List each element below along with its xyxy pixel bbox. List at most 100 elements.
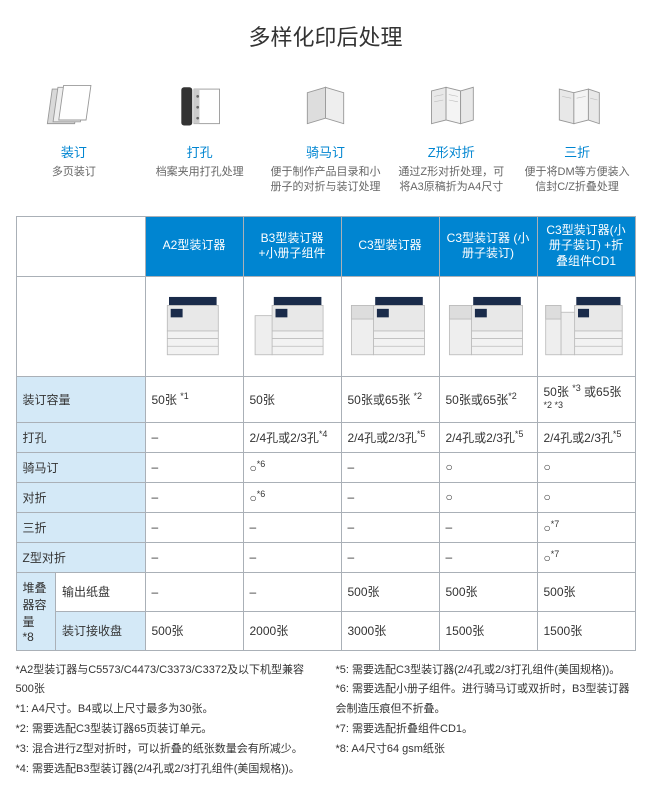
cell: –: [439, 512, 537, 542]
feature-zfold: Z形对折 通过Z形对折处理，可将A3原稿折为A4尺寸: [394, 77, 509, 196]
feature-label: Z形对折: [428, 142, 475, 161]
cell: 2/4孔或2/3孔*5: [537, 422, 635, 452]
printer-cell: [145, 276, 243, 376]
cell: –: [145, 542, 243, 572]
cell: 50张或65张 *2: [341, 376, 439, 422]
table-row: 装订接收盘 500张 2000张 3000张 1500张 1500张: [16, 611, 635, 650]
table-row: 对折 – ○*6 – ○ ○: [16, 482, 635, 512]
feature-desc: 通过Z形对折处理，可将A3原稿折为A4尺寸: [394, 165, 509, 196]
table-header-row: A2型装订器 B3型装订器 +小册子组件 C3型装订器 C3型装订器 (小册子装…: [16, 216, 635, 276]
cell: 2/4孔或2/3孔*5: [341, 422, 439, 452]
cell: –: [243, 572, 341, 611]
trifold-icon: [547, 77, 607, 132]
footnote: *6: 需要选配小册子组件。进行骑马订或双折时，B3型装订器会制造压痕但不折叠。: [336, 680, 636, 720]
cell: –: [243, 542, 341, 572]
table-row: 三折 – – – – ○*7: [16, 512, 635, 542]
feature-label: 骑马订: [306, 142, 345, 161]
cell: 50张 *1: [145, 376, 243, 422]
cell: 500张: [537, 572, 635, 611]
table-row: 装订容量 50张 *1 50张 50张或65张 *2 50张或65张*2 50张…: [16, 376, 635, 422]
zfold-icon: [421, 77, 481, 132]
col-header: C3型装订器: [341, 216, 439, 276]
cell: ○*6: [243, 452, 341, 482]
footnote: *2: 需要选配C3型装订器65页装订单元。: [16, 720, 316, 740]
cell: –: [439, 542, 537, 572]
cell: –: [145, 422, 243, 452]
feature-saddle: 骑马订 便于制作产品目录和小册子的对折与装订处理: [268, 77, 383, 196]
footnote: *7: 需要选配折叠组件CD1。: [336, 720, 636, 740]
cell: –: [145, 512, 243, 542]
printer-cell: [243, 276, 341, 376]
feature-label: 装订: [61, 142, 87, 161]
printer-cell: [537, 276, 635, 376]
feature-punch: 打孔 档案夹用打孔处理: [142, 77, 257, 196]
footnote: *A2型装订器与C5573/C4473/C3373/C3372及以下机型兼容50…: [16, 661, 316, 701]
col-header: C3型装订器 (小册子装订): [439, 216, 537, 276]
row-group-label: 堆叠器容量 *8: [16, 572, 55, 650]
feature-desc: 便于制作产品目录和小册子的对折与装订处理: [268, 165, 383, 196]
cell: 50张 *3 或65张 *2 *3: [537, 376, 635, 422]
footnote-col-right: *5: 需要选配C3型装订器(2/4孔或2/3打孔组件(美国规格))。 *6: …: [336, 661, 636, 780]
row-label: 打孔: [16, 422, 145, 452]
table-row: 打孔 – 2/4孔或2/3孔*4 2/4孔或2/3孔*5 2/4孔或2/3孔*5…: [16, 422, 635, 452]
footnote: *1: A4尺寸。B4或以上尺寸最多为30张。: [16, 700, 316, 720]
cell: –: [341, 482, 439, 512]
cell: –: [145, 572, 243, 611]
feature-label: 打孔: [187, 142, 213, 161]
table-row: Z型对折 – – – – ○*7: [16, 542, 635, 572]
cell: 1500张: [537, 611, 635, 650]
blank-cell: [16, 276, 145, 376]
header-blank: [16, 216, 145, 276]
staple-icon: [44, 77, 104, 132]
row-label: 对折: [16, 482, 145, 512]
printer-icon: [152, 285, 237, 368]
cell: 2/4孔或2/3孔*5: [439, 422, 537, 452]
feature-row: 装订 多页装订 打孔 档案夹用打孔处理 骑马订 便于制作产品目录和小册子的对折与…: [15, 77, 636, 196]
feature-desc: 档案夹用打孔处理: [156, 165, 244, 180]
row-label: 三折: [16, 512, 145, 542]
cell: ○: [537, 482, 635, 512]
printer-icon: [250, 285, 335, 368]
feature-desc: 便于将DM等方便装入信封C/Z折叠处理: [520, 165, 635, 196]
cell: ○*6: [243, 482, 341, 512]
printer-image-row: [16, 276, 635, 376]
feature-staple: 装订 多页装订: [16, 77, 131, 196]
col-header: C3型装订器(小册子装订) +折叠组件CD1: [537, 216, 635, 276]
cell: 500张: [439, 572, 537, 611]
row-label: 骑马订: [16, 452, 145, 482]
printer-icon: [544, 285, 629, 368]
footnote-col-left: *A2型装订器与C5573/C4473/C3373/C3372及以下机型兼容50…: [16, 661, 316, 780]
cell: ○*7: [537, 512, 635, 542]
cell: –: [243, 512, 341, 542]
cell: 50张或65张*2: [439, 376, 537, 422]
col-header: A2型装订器: [145, 216, 243, 276]
footnote: *8: A4尺寸64 gsm纸张: [336, 740, 636, 760]
footnote: *4: 需要选配B3型装订器(2/4孔或2/3打孔组件(美国规格))。: [16, 760, 316, 780]
cell: 3000张: [341, 611, 439, 650]
cell: 500张: [145, 611, 243, 650]
printer-cell: [341, 276, 439, 376]
cell: ○*7: [537, 542, 635, 572]
punch-icon: [170, 77, 230, 132]
row-sublabel: 装订接收盘: [55, 611, 145, 650]
printer-icon: [446, 285, 531, 368]
cell: –: [145, 452, 243, 482]
cell: ○: [439, 452, 537, 482]
footnote: *5: 需要选配C3型装订器(2/4孔或2/3打孔组件(美国规格))。: [336, 661, 636, 681]
page-title: 多样化印后处理: [15, 20, 636, 52]
cell: 2/4孔或2/3孔*4: [243, 422, 341, 452]
cell: 1500张: [439, 611, 537, 650]
printer-icon: [348, 285, 433, 368]
cell: –: [341, 542, 439, 572]
feature-label: 三折: [564, 142, 590, 161]
spec-table: A2型装订器 B3型装订器 +小册子组件 C3型装订器 C3型装订器 (小册子装…: [16, 216, 636, 651]
cell: –: [341, 452, 439, 482]
cell: 500张: [341, 572, 439, 611]
feature-trifold: 三折 便于将DM等方便装入信封C/Z折叠处理: [520, 77, 635, 196]
cell: 2000张: [243, 611, 341, 650]
cell: ○: [439, 482, 537, 512]
saddle-icon: [295, 77, 355, 132]
table-row: 骑马订 – ○*6 – ○ ○: [16, 452, 635, 482]
cell: ○: [537, 452, 635, 482]
feature-desc: 多页装订: [52, 165, 96, 180]
